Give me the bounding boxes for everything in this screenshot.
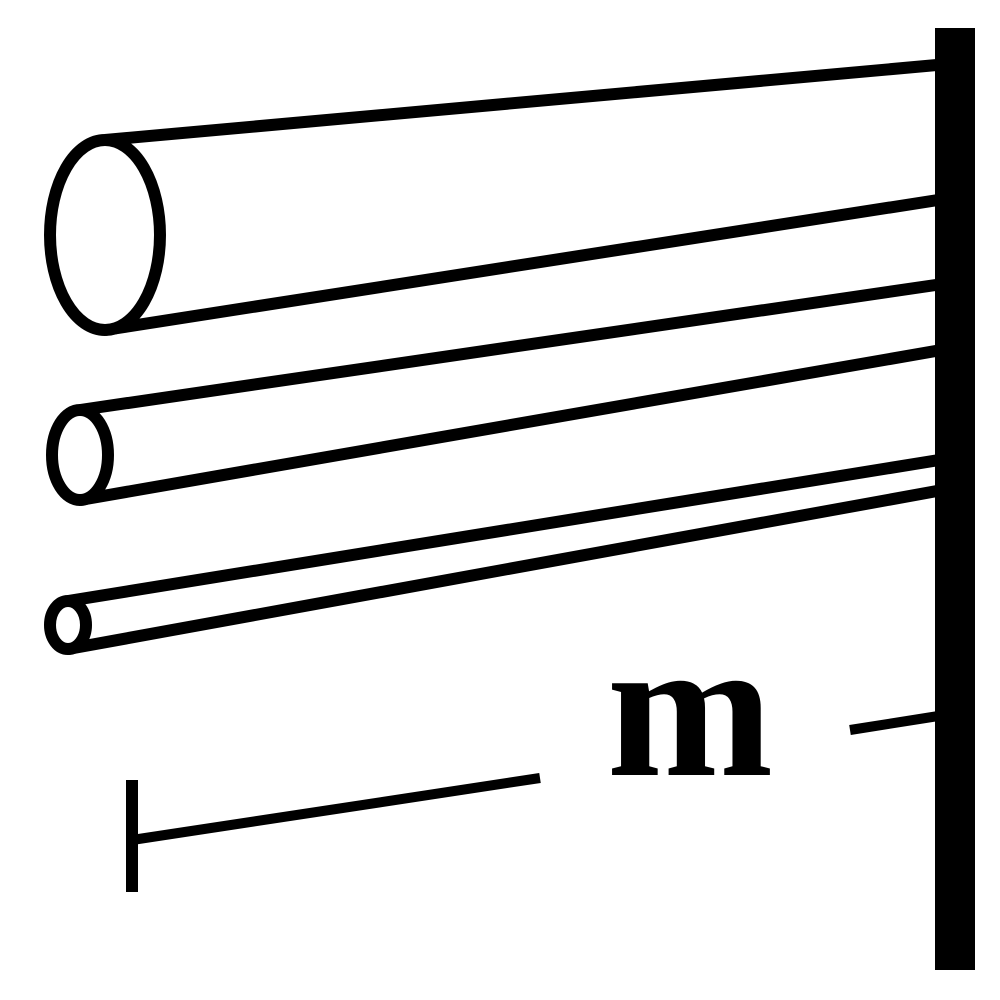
dimension-label: m [607, 598, 774, 819]
rods-diagram: m [0, 0, 1000, 1000]
dimension-line: m [132, 598, 970, 892]
rod-large [50, 62, 970, 330]
